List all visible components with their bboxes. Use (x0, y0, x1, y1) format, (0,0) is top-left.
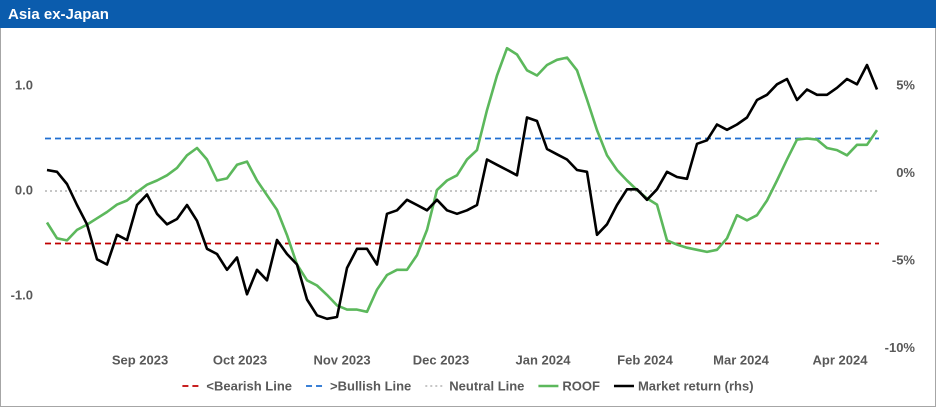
legend-label: Neutral Line (449, 378, 524, 393)
legend: <Bearish Line >Bullish Line Neutral Line RO… (182, 378, 754, 393)
legend-label: Market return (rhs) (638, 378, 754, 393)
x-tick-label: Nov 2023 (313, 352, 370, 367)
x-tick-label: Apr 2024 (813, 352, 869, 367)
series-line (45, 46, 879, 314)
legend-label: ROOF (562, 378, 600, 393)
chart-title: Asia ex-Japan (8, 6, 109, 23)
legend-label: <Bearish Line (206, 378, 292, 393)
series-line (46, 63, 879, 321)
x-tick-label: Feb 2024 (617, 352, 673, 367)
x-tick-label: Mar 2024 (713, 352, 769, 367)
x-tick-label: Jan 2024 (516, 352, 572, 367)
x-tick-label: Dec 2023 (413, 352, 469, 367)
legend-label: >Bullish Line (330, 378, 411, 393)
y-tick-label: 0.0 (15, 182, 33, 197)
x-tick-label: Sep 2023 (112, 352, 168, 367)
header-bar (0, 0, 936, 28)
x-tick-label: Oct 2023 (213, 352, 267, 367)
y2-tick-label: -10% (885, 340, 916, 355)
y-tick-label: 1.0 (15, 77, 33, 92)
y2-tick-label: 5% (896, 77, 915, 92)
y-tick-label: -1.0 (11, 287, 33, 302)
y2-tick-label: 0% (896, 165, 915, 180)
y2-tick-label: -5% (892, 252, 916, 267)
